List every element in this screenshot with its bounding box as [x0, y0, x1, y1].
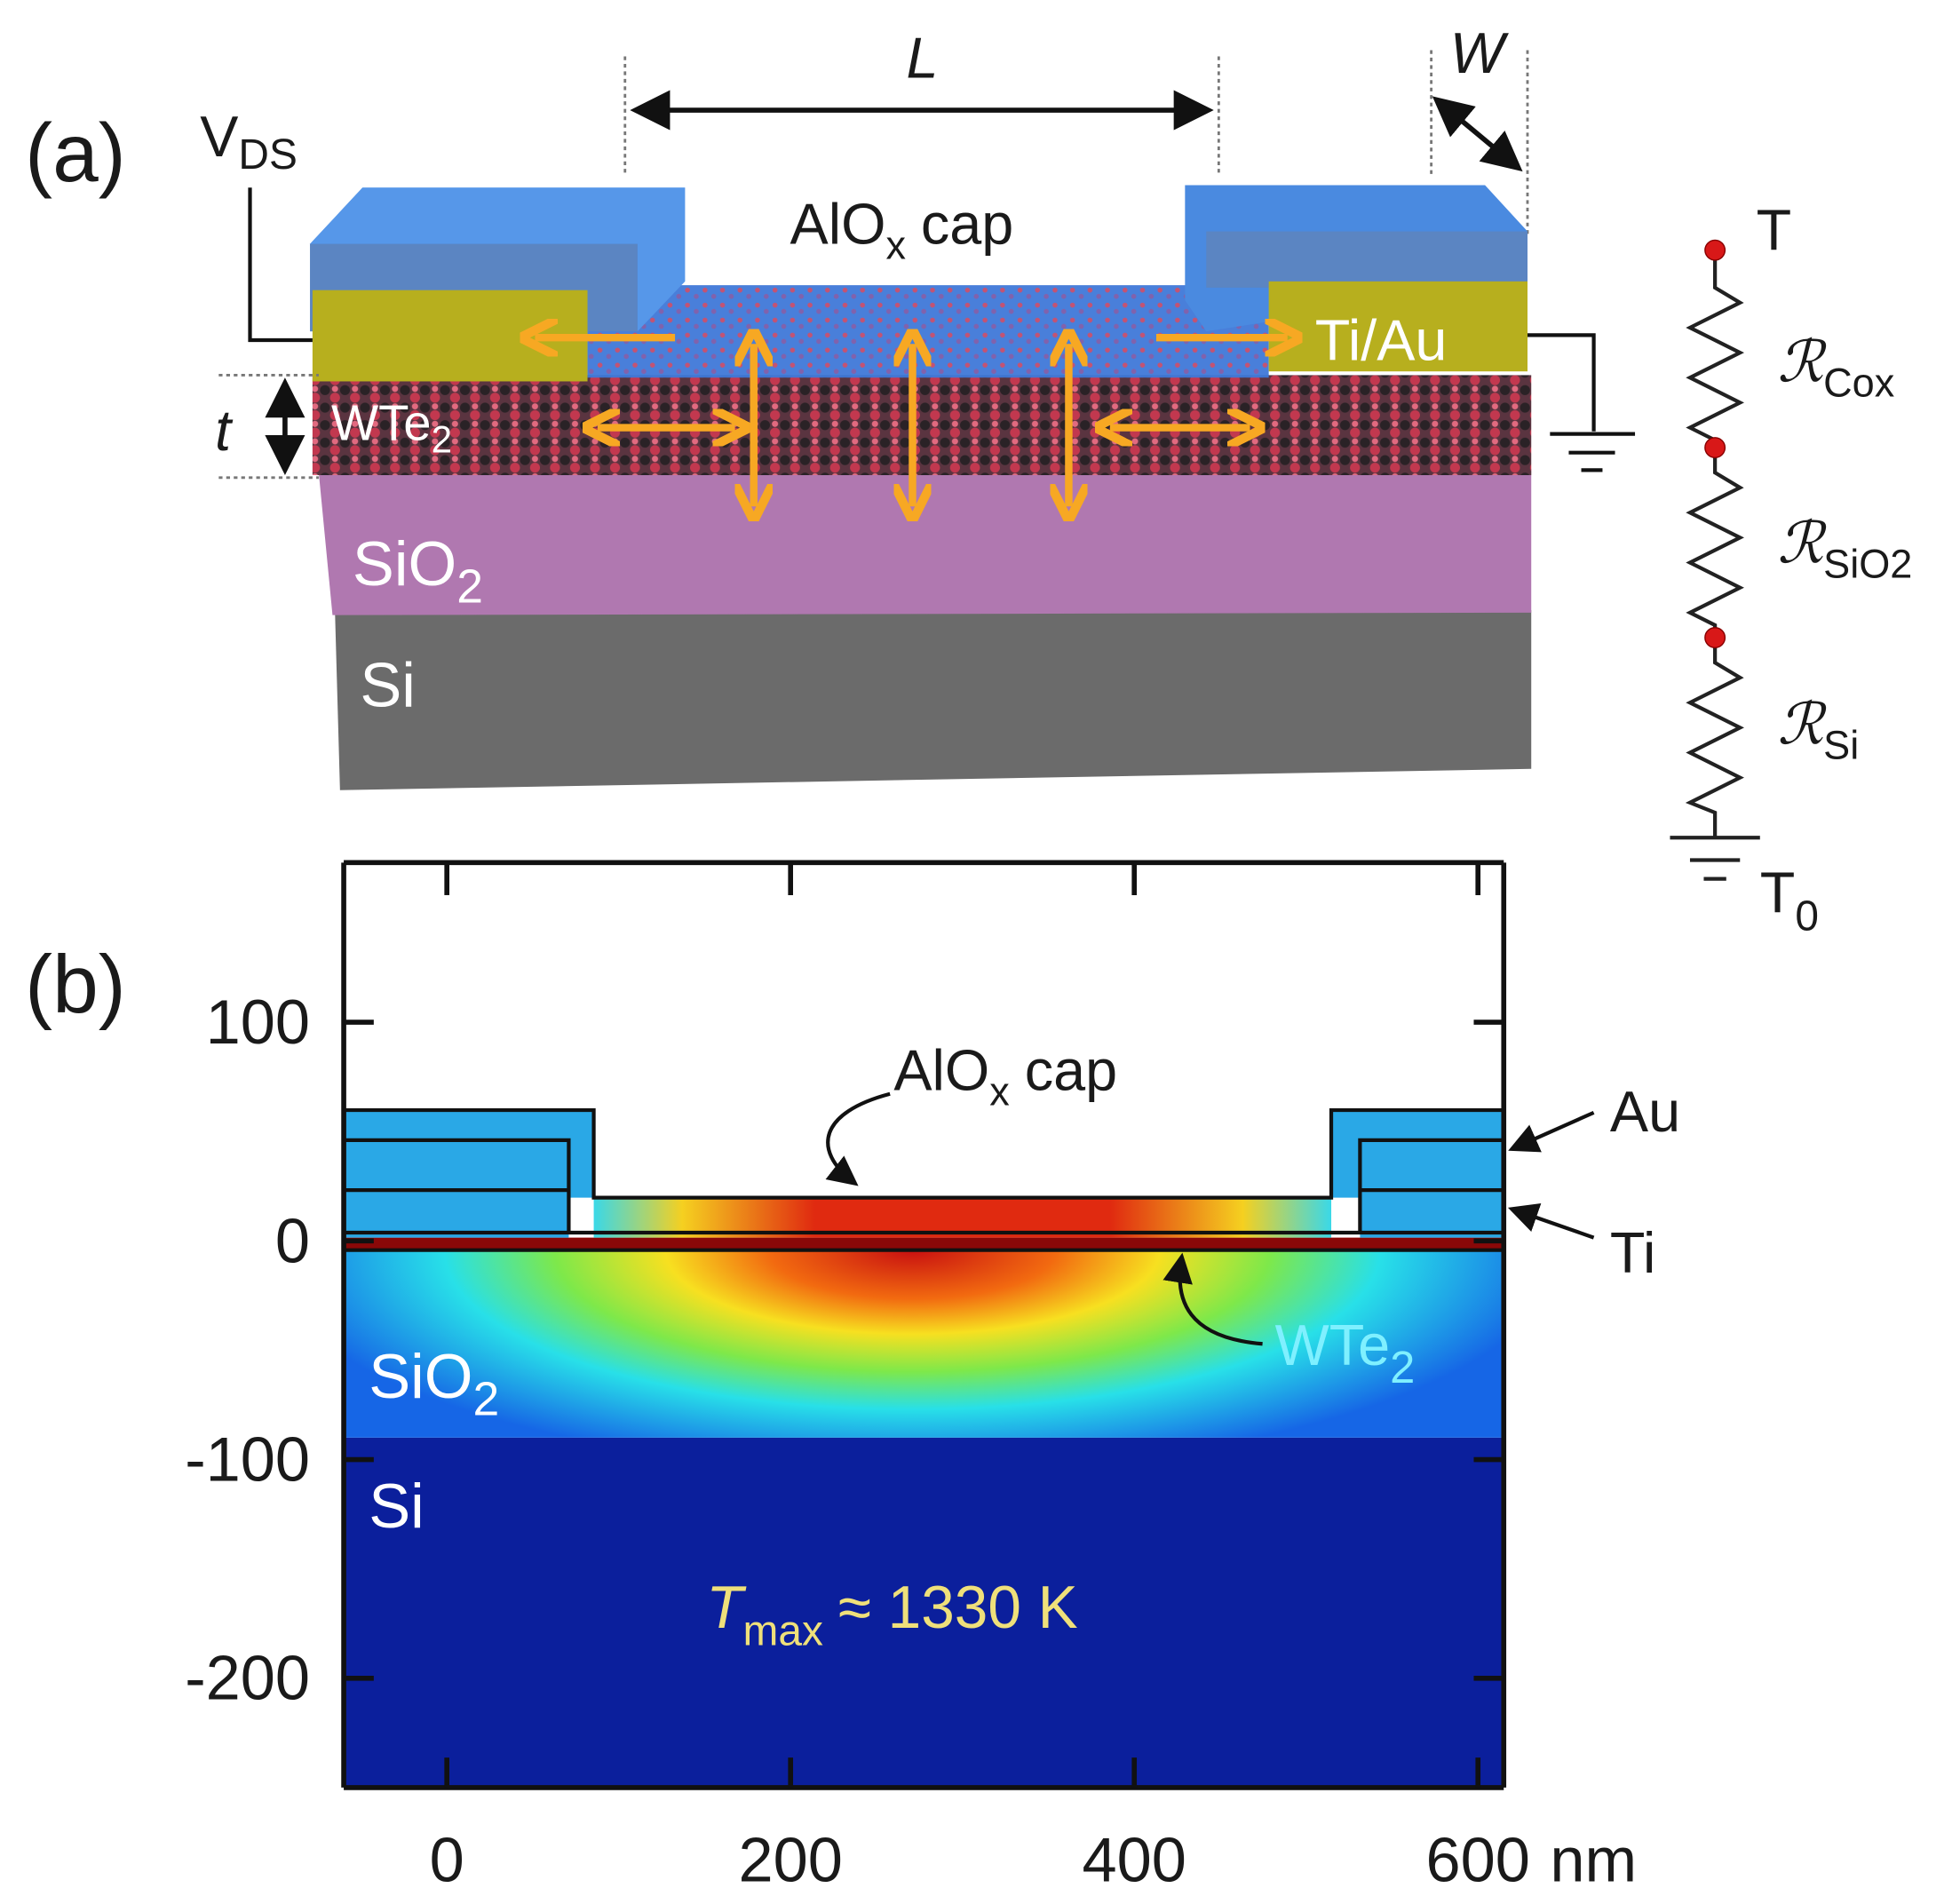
wte2-region: [344, 1237, 1504, 1250]
cap-front: [1206, 231, 1528, 288]
thermal-circuit: [1670, 250, 1760, 881]
label-base: V: [200, 104, 238, 169]
plot-frame: [341, 860, 1507, 1790]
vds-label: VDS: [200, 104, 298, 178]
cap-label: AlOx cap: [790, 192, 1014, 268]
node-label: T: [1757, 198, 1792, 263]
oxide-label: SiO2: [369, 1341, 499, 1426]
tmax-label: Tmax ≈ 1330 K: [706, 1575, 1077, 1655]
label-base: WTe: [1275, 1313, 1390, 1377]
resistor: [1686, 250, 1744, 448]
label-tail: cap: [921, 192, 1013, 257]
label-sub: 0: [1795, 892, 1819, 940]
contact-region: [1331, 1110, 1504, 1238]
wte2-layer: [312, 375, 1532, 476]
pointer: [825, 1091, 891, 1186]
label-base: ℛ: [1778, 692, 1828, 758]
label-base: WTe: [331, 395, 432, 451]
y-tick-label: -100: [185, 1424, 310, 1495]
sio2-layer: [318, 468, 1532, 615]
sio2-region: [344, 1250, 1504, 1438]
x-unit: nm: [1550, 1824, 1637, 1894]
label-sub: 2: [456, 561, 483, 614]
si-layer: [335, 610, 1532, 790]
channel-label: WTe2: [331, 395, 452, 461]
panel-label: (b): [25, 938, 126, 1030]
label-sub: 2: [1390, 1342, 1415, 1392]
si-region: [344, 1437, 1504, 1788]
layer-outlines: [344, 1107, 1504, 1252]
node: [1704, 437, 1726, 459]
label-sub: Si: [1823, 723, 1859, 768]
thickness-label: t: [215, 398, 234, 463]
resistance-label: ℛCox: [1778, 329, 1895, 405]
label-base: SiO: [369, 1341, 472, 1411]
x-tick-label: 200: [738, 1824, 842, 1894]
label-sub: 2: [473, 1373, 500, 1425]
label-base: T: [1760, 861, 1796, 925]
channel-label: WTe2: [1275, 1313, 1416, 1392]
resistance-label: ℛSiO2: [1778, 511, 1913, 587]
label-base: ℛ: [1778, 511, 1828, 577]
ground-wire: [1527, 333, 1596, 432]
label-base: SiO: [353, 528, 456, 599]
substrate-label: Si: [360, 649, 416, 719]
node-label: T0: [1760, 861, 1819, 940]
width-arrow: [1432, 96, 1523, 172]
label-sub: SiO2: [1823, 541, 1912, 586]
node: [1704, 239, 1726, 261]
pointer: [1507, 1203, 1595, 1240]
length-label: L: [906, 25, 938, 90]
resistor: [1686, 448, 1744, 639]
contact-right: [1268, 281, 1528, 372]
contact-label: Ti/Au: [1315, 308, 1448, 373]
cap-label: AlOx cap: [893, 1038, 1117, 1115]
heat-arrows: [535, 337, 1287, 506]
outline: [344, 1107, 1504, 1200]
substrate-label: Si: [369, 1471, 425, 1541]
label-base: AlO: [790, 192, 886, 257]
label-base: ℛ: [1778, 329, 1828, 395]
pointer: [1163, 1252, 1263, 1346]
contact-region: [344, 1110, 594, 1238]
au-label: Au: [1610, 1079, 1680, 1144]
width-label: W: [1450, 20, 1510, 85]
cap-recess: [587, 285, 1269, 378]
resistance-label: ℛSi: [1778, 692, 1860, 768]
label-sub: x: [885, 223, 906, 268]
vds-wire: [248, 187, 313, 343]
y-tick-label: 100: [206, 987, 310, 1057]
label-sub: max: [743, 1607, 823, 1654]
x-tick-label: 0: [430, 1824, 464, 1894]
y-tick-label: 0: [275, 1205, 310, 1275]
x-tick-label: 600: [1426, 1824, 1530, 1894]
label-base: AlO: [893, 1038, 989, 1103]
y-tick-label: -200: [185, 1643, 310, 1713]
label-sub: 2: [432, 419, 452, 461]
label-sub: Cox: [1823, 360, 1895, 405]
label-tail: cap: [1025, 1038, 1117, 1103]
outline: [344, 1138, 571, 1232]
x-tick-label: 400: [1083, 1824, 1186, 1894]
label-tail: ≈ 1330 K: [838, 1575, 1078, 1641]
node: [1704, 627, 1726, 648]
oxide-label: SiO2: [353, 528, 483, 614]
pointer: [1508, 1110, 1595, 1153]
label-sub: DS: [238, 131, 297, 178]
cap-top: [310, 187, 686, 332]
axes: 0 200 400 600 nm 100 0 -100 -200: [185, 862, 1637, 1894]
panel-label: (a): [25, 107, 126, 199]
outline: [1358, 1138, 1504, 1232]
resistor: [1685, 638, 1744, 838]
label-base: T: [706, 1575, 747, 1641]
label-sub: x: [989, 1068, 1010, 1114]
ti-label: Ti: [1610, 1220, 1656, 1285]
ground-symbol: [1550, 432, 1636, 472]
